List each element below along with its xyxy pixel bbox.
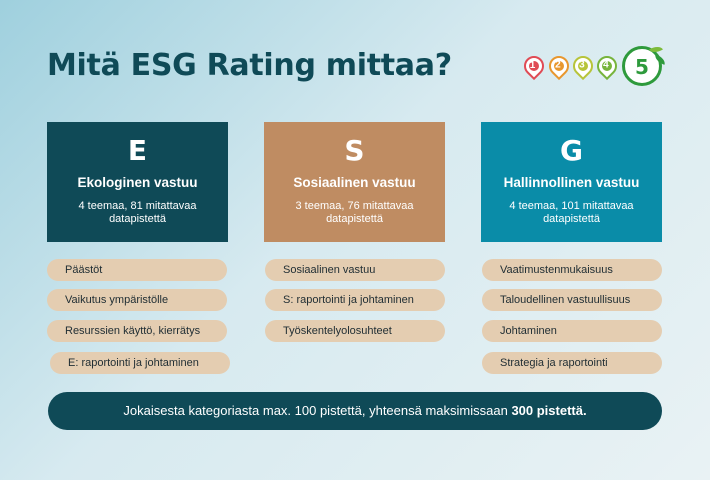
rating-badge-1: 1 xyxy=(519,51,549,81)
theme-pill: Johtaminen xyxy=(482,320,662,342)
category-name: Ekologinen vastuu xyxy=(77,175,198,190)
theme-pill: E: raportointi ja johtaminen xyxy=(50,352,230,374)
footer-banner: Jokaisesta kategoriasta max. 100 pistett… xyxy=(48,392,662,430)
category-name: Hallinnollinen vastuu xyxy=(503,175,640,190)
theme-pill: Sosiaalinen vastuu xyxy=(265,259,445,281)
footer-total: 300 pistettä. xyxy=(511,403,587,418)
category-count: 3 teemaa, 76 mitattavaa datapistettä xyxy=(295,200,414,225)
category-count: 4 teemaa, 101 mitattavaa datapistettä xyxy=(509,200,634,225)
theme-pill: Työskentelyolosuhteet xyxy=(265,320,445,342)
theme-pill: Resurssien käyttö, kierrätys xyxy=(47,320,227,342)
rating-badge-4: 4 xyxy=(592,51,622,81)
category-letter: E xyxy=(127,134,148,167)
rating-badge-5: 5 xyxy=(622,46,662,86)
category-card-e: E Ekologinen vastuu 4 teemaa, 81 mitatta… xyxy=(47,122,228,242)
theme-pill: Vaatimustenmukaisuus xyxy=(482,259,662,281)
category-letter: G xyxy=(560,134,583,167)
category-letter: S xyxy=(344,134,365,167)
category-name: Sosiaalinen vastuu xyxy=(293,175,416,190)
category-card-g: G Hallinnollinen vastuu 4 teemaa, 101 mi… xyxy=(481,122,662,242)
rating-badge-2: 2 xyxy=(544,51,574,81)
theme-pill: Taloudellinen vastuullisuus xyxy=(482,289,662,311)
theme-pill: Vaikutus ympäristölle xyxy=(47,289,227,311)
rating-badge-3: 3 xyxy=(568,51,598,81)
theme-pill: Strategia ja raportointi xyxy=(482,352,662,374)
footer-text: Jokaisesta kategoriasta max. 100 pistett… xyxy=(123,403,512,418)
category-card-s: S Sosiaalinen vastuu 3 teemaa, 76 mitatt… xyxy=(264,122,445,242)
theme-pill: S: raportointi ja johtaminen xyxy=(265,289,445,311)
rating-badges: 1 2 3 4 5 xyxy=(519,43,667,96)
theme-pill: Päästöt xyxy=(47,259,227,281)
page-title: Mitä ESG Rating mittaa? xyxy=(47,48,452,83)
category-count: 4 teemaa, 81 mitattavaa datapistettä xyxy=(78,200,197,225)
